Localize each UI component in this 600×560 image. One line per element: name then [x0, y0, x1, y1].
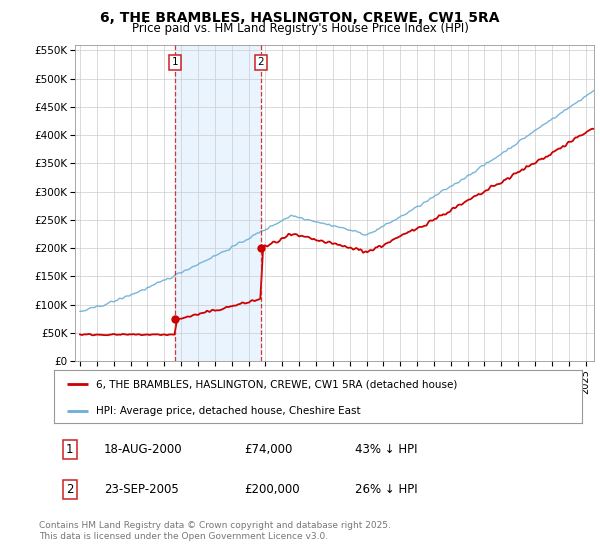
Text: 18-AUG-2000: 18-AUG-2000: [104, 443, 183, 456]
Text: HPI: Average price, detached house, Cheshire East: HPI: Average price, detached house, Ches…: [96, 406, 361, 416]
Text: This data is licensed under the Open Government Licence v3.0.: This data is licensed under the Open Gov…: [39, 532, 328, 541]
Bar: [175, 45, 261, 361]
Text: 1: 1: [66, 443, 74, 456]
Text: Contains HM Land Registry data © Crown copyright and database right 2025.: Contains HM Land Registry data © Crown c…: [39, 521, 391, 530]
Text: 1: 1: [172, 58, 178, 67]
Text: Price paid vs. HM Land Registry's House Price Index (HPI): Price paid vs. HM Land Registry's House …: [131, 22, 469, 35]
Text: 43% ↓ HPI: 43% ↓ HPI: [355, 443, 418, 456]
Text: 6, THE BRAMBLES, HASLINGTON, CREWE, CW1 5RA: 6, THE BRAMBLES, HASLINGTON, CREWE, CW1 …: [100, 11, 500, 25]
Text: 6, THE BRAMBLES, HASLINGTON, CREWE, CW1 5RA (detached house): 6, THE BRAMBLES, HASLINGTON, CREWE, CW1 …: [96, 380, 458, 390]
Text: £200,000: £200,000: [244, 483, 300, 496]
Text: 2: 2: [66, 483, 74, 496]
Text: 26% ↓ HPI: 26% ↓ HPI: [355, 483, 418, 496]
Text: £74,000: £74,000: [244, 443, 292, 456]
Text: 23-SEP-2005: 23-SEP-2005: [104, 483, 179, 496]
Text: 2: 2: [257, 58, 264, 67]
